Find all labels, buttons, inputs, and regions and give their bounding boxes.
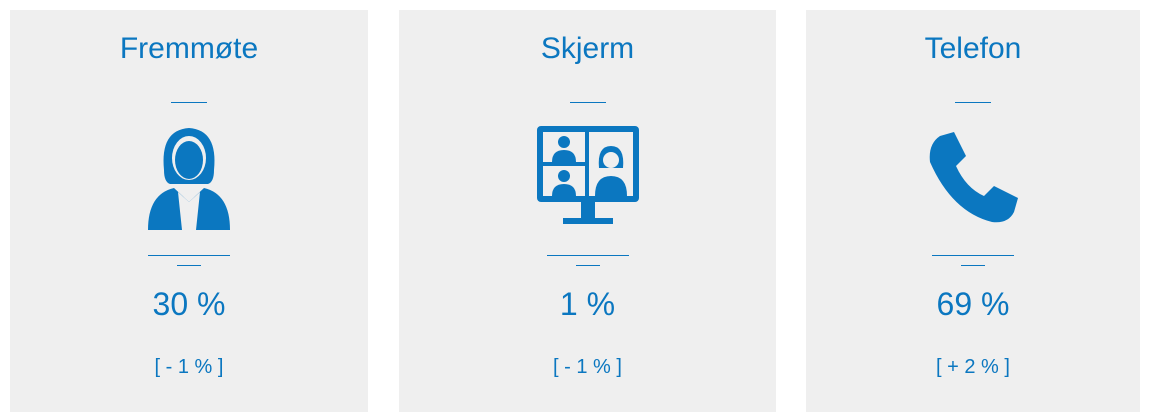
card-value: 1 %	[559, 286, 616, 322]
divider	[148, 255, 230, 256]
divider	[575, 265, 600, 266]
person-icon	[148, 128, 230, 230]
divider	[171, 102, 207, 103]
card-title: Fremmøte	[119, 32, 259, 65]
card-title: Skjerm	[540, 32, 635, 65]
card-change: [ + 2 % ]	[936, 356, 1010, 378]
divider	[955, 102, 991, 103]
card-title: Telefon	[924, 32, 1022, 65]
divider	[569, 102, 606, 103]
card-change: [ - 1 % ]	[553, 356, 622, 378]
card-change: [ - 1 % ]	[154, 356, 224, 378]
divider	[961, 265, 985, 266]
card-value: 30 %	[152, 286, 226, 322]
monitor-icon	[536, 126, 639, 224]
divider	[932, 255, 1014, 256]
card-value: 69 %	[936, 286, 1010, 322]
card: Telefon 69 % [ + 2 % ]	[806, 10, 1140, 412]
divider	[546, 255, 629, 256]
card: Skjerm 1 % [ - 1 % ]	[399, 10, 776, 412]
phone-icon	[929, 132, 1018, 223]
card: Fremmøte 30 % [ - 1 % ]	[10, 10, 368, 412]
divider	[177, 265, 201, 266]
